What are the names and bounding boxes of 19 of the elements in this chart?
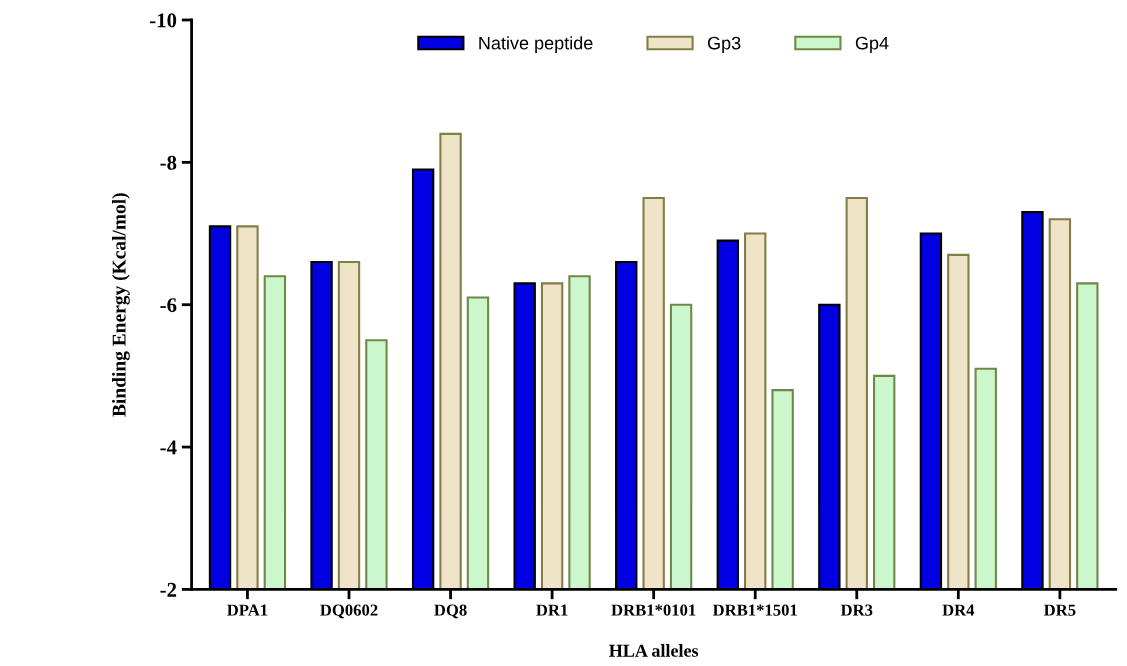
x-tick-label: DQ8 bbox=[434, 604, 467, 619]
x-tick-label: DQ0602 bbox=[320, 604, 378, 619]
legend-label: Gp4 bbox=[855, 36, 889, 54]
legend-label: Native peptide bbox=[479, 36, 593, 54]
x-axis-title: HLA alleles bbox=[609, 644, 699, 657]
y-axis-title: Binding Energy (Kcal/mol) bbox=[112, 193, 130, 417]
x-tick-label: DR1 bbox=[536, 604, 568, 616]
y-tick-label: -10 bbox=[150, 13, 177, 28]
y-tick-label: -6 bbox=[160, 298, 177, 313]
x-tick-label: DPA1 bbox=[227, 604, 268, 616]
y-tick-label: -8 bbox=[160, 155, 177, 170]
legend-label: Gp3 bbox=[707, 36, 741, 54]
x-tick-label: DR4 bbox=[942, 604, 975, 616]
y-tick-label: -4 bbox=[160, 440, 177, 455]
x-tick-label: DRB1*0101 bbox=[611, 604, 696, 616]
x-tick-label: DR5 bbox=[1043, 604, 1076, 616]
y-tick-label: -2 bbox=[160, 582, 177, 597]
x-tick-label: DRB1*1501 bbox=[712, 604, 797, 616]
x-tick-label: DR3 bbox=[840, 604, 873, 616]
